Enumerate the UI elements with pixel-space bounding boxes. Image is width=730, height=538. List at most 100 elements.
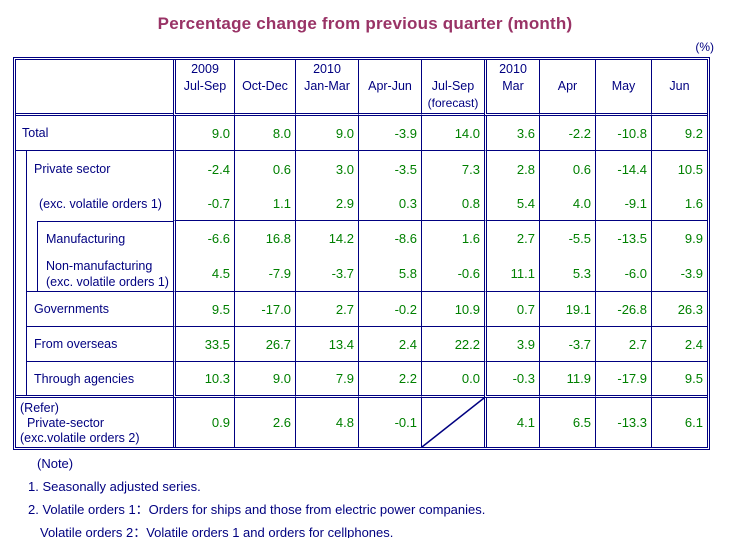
value-cell: 7.3	[421, 151, 484, 187]
value-cell: 2.9	[295, 187, 358, 221]
value-cell: -0.1	[358, 398, 421, 447]
row-label-text: Manufacturing	[46, 232, 126, 246]
value-cell: -13.5	[595, 221, 651, 256]
header-label: Apr	[557, 79, 578, 93]
value-cell: 19.1	[539, 292, 595, 327]
table-corner-cell	[16, 60, 173, 116]
row-label-total: Total	[16, 116, 173, 151]
value-cell: 14.2	[295, 221, 358, 256]
refer-label-block: (Refer) Private-sector (exc.volatile orde…	[16, 398, 173, 446]
value-cell: 26.3	[651, 292, 707, 327]
column-header-jul-sep: 2009 Jul-Sep	[173, 60, 234, 116]
column-header-oct-dec: Oct-Dec	[234, 60, 295, 116]
value-cell: -3.5	[358, 151, 421, 187]
value-cell: -3.9	[651, 256, 707, 292]
value-cell: 0.7	[484, 292, 539, 327]
value-cell: -3.7	[295, 256, 358, 292]
value-cell: 9.0	[173, 116, 234, 151]
refer-label-line: (Refer)	[20, 401, 59, 415]
column-header-may: May	[595, 60, 651, 116]
row-label-text: From overseas	[34, 337, 118, 351]
value-cell: 13.4	[295, 327, 358, 362]
value-cell: 8.0	[234, 116, 295, 151]
value-cell: 3.6	[484, 116, 539, 151]
row-label-through-agencies: Through agencies	[16, 362, 173, 398]
value-cell: 10.5	[651, 151, 707, 187]
refer-label-line: (exc.volatile orders 2)	[20, 431, 140, 445]
value-cell: 9.5	[173, 292, 234, 327]
row-label-manufacturing: Manufacturing	[16, 221, 173, 256]
value-cell: 11.1	[484, 256, 539, 292]
row-label-from-overseas: From overseas	[16, 327, 173, 362]
header-label: Mar	[502, 79, 524, 93]
value-cell: 0.8	[421, 187, 484, 221]
header-year: 2010	[313, 62, 341, 76]
indent-box-level-2: Non-manufacturing (exc. volatile orders 1…	[37, 256, 173, 291]
row-label-line: Non-manufacturing	[46, 258, 153, 273]
value-cell: 22.2	[421, 327, 484, 362]
value-cell: 6.5	[539, 398, 595, 447]
value-cell: -7.9	[234, 256, 295, 292]
indent-box-level-1: Manufacturing	[26, 221, 173, 256]
value-cell: -5.5	[539, 221, 595, 256]
value-cell: -0.2	[358, 292, 421, 327]
value-cell: 2.8	[484, 151, 539, 187]
row-label-governments: Governments	[16, 292, 173, 327]
value-cell: -13.3	[595, 398, 651, 447]
row-label-refer: (Refer) Private-sector (exc.volatile orde…	[16, 398, 173, 447]
value-cell: -14.4	[595, 151, 651, 187]
value-cell: 2.7	[595, 327, 651, 362]
header-year: 2009	[191, 62, 219, 76]
value-cell: -17.0	[234, 292, 295, 327]
column-header-jul-sep-forecast: Jul-Sep (forecast)	[421, 60, 484, 116]
value-cell: 5.3	[539, 256, 595, 292]
refer-label-line: Private-sector	[20, 416, 105, 430]
row-label-text: Through agencies	[34, 371, 135, 386]
row-label-line: (exc. volatile orders 1)	[46, 274, 169, 289]
value-cell: 2.4	[358, 327, 421, 362]
value-cell: -2.2	[539, 116, 595, 151]
value-cell: 2.2	[358, 362, 421, 398]
row-label-non-manufacturing: Non-manufacturing (exc. volatile orders 1…	[16, 256, 173, 292]
value-cell: -8.6	[358, 221, 421, 256]
row-label-private-sector: Private sector	[16, 151, 173, 187]
value-cell: 2.6	[234, 398, 295, 447]
value-cell: 5.4	[484, 187, 539, 221]
value-cell: 0.0	[421, 362, 484, 398]
row-label-exc-volatile-orders-1: (exc. volatile orders 1)	[16, 187, 173, 221]
value-cell: -0.6	[421, 256, 484, 292]
value-cell: 6.1	[651, 398, 707, 447]
value-cell: -6.6	[173, 221, 234, 256]
value-cell: 2.7	[484, 221, 539, 256]
value-cell: 0.3	[358, 187, 421, 221]
indent-box-level-1: Governments	[26, 292, 173, 327]
header-label: Jul-Sep	[183, 79, 227, 93]
header-year: 2010	[499, 62, 527, 76]
value-cell: -6.0	[595, 256, 651, 292]
value-cell: 2.7	[295, 292, 358, 327]
value-cell: 0.9	[173, 398, 234, 447]
value-cell: -3.9	[358, 116, 421, 151]
row-label-text: Total	[22, 126, 49, 140]
indent-box-level-1: Through agencies	[26, 362, 173, 395]
note-line-1: 1. Seasonally adjusted series.	[28, 479, 201, 494]
value-cell: 1.6	[651, 187, 707, 221]
header-label: Oct-Dec	[242, 79, 288, 93]
diagonal-slash-icon	[422, 398, 484, 447]
header-label: Jun	[669, 79, 690, 93]
value-cell: -0.7	[173, 187, 234, 221]
indent-box-level-1: Private sector	[26, 151, 173, 187]
value-cell: 10.3	[173, 362, 234, 398]
value-cell: 3.9	[484, 327, 539, 362]
value-cell: 9.2	[651, 116, 707, 151]
header-label: Jan-Mar	[304, 79, 350, 93]
value-cell: 9.0	[295, 116, 358, 151]
indent-box-level-1: From overseas	[26, 327, 173, 362]
column-header-apr-jun: Apr-Jun	[358, 60, 421, 116]
value-cell: 11.9	[539, 362, 595, 398]
value-cell: 7.9	[295, 362, 358, 398]
value-cell: 9.0	[234, 362, 295, 398]
row-label-lines: Non-manufacturing (exc. volatile orders 1…	[46, 258, 169, 290]
value-cell: 2.4	[651, 327, 707, 362]
